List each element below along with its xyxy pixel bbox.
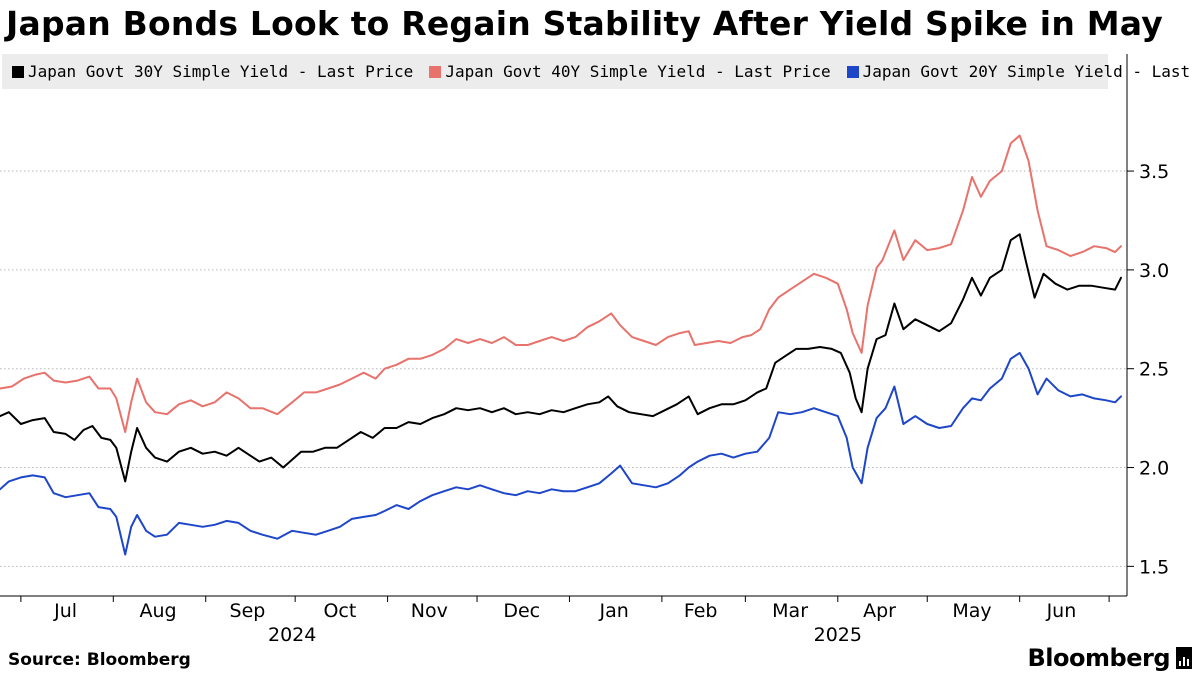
series-line-0 bbox=[0, 233, 1122, 483]
legend-label-20y: Japan Govt 20Y Simple Yield - Last Price bbox=[862, 62, 1200, 81]
source-note: Source: Bloomberg bbox=[8, 650, 191, 670]
x-tick-label: Jan bbox=[599, 600, 629, 622]
x-tick-label: Mar bbox=[772, 600, 808, 622]
x-tick-label: Jul bbox=[53, 600, 77, 622]
axes: 1.5 2.0 2.5 3.0 3.5 Jul Aug Sep Oct Nov Dec Jan Feb M… bbox=[0, 54, 1169, 646]
x-year-label: 2024 bbox=[268, 624, 316, 646]
series-lines bbox=[0, 134, 1122, 556]
y-tick-label: 1.5 bbox=[1139, 556, 1169, 578]
y-tick-label: 2.5 bbox=[1139, 359, 1169, 381]
y-tick-label: 3.5 bbox=[1139, 161, 1169, 183]
x-tick-label: Feb bbox=[684, 600, 718, 622]
x-tick-label: Sep bbox=[230, 600, 266, 622]
legend-swatch-30y bbox=[12, 65, 24, 78]
bloomberg-terminal-icon bbox=[1176, 647, 1192, 669]
x-tick-label: Nov bbox=[411, 600, 448, 622]
legend-label-30y: Japan Govt 30Y Simple Yield - Last Price bbox=[28, 62, 414, 81]
y-tick-label: 3.0 bbox=[1139, 260, 1169, 282]
legend-swatch-20y bbox=[846, 65, 859, 78]
legend-item-20y: Japan Govt 20Y Simple Yield - Last Price bbox=[846, 62, 1200, 81]
legend: Japan Govt 30Y Simple Yield - Last Price… bbox=[2, 54, 1200, 89]
x-tick-label: Oct bbox=[323, 600, 356, 622]
legend-swatch-40y bbox=[429, 65, 442, 78]
x-tick-label: Dec bbox=[503, 600, 540, 622]
x-tick-label: May bbox=[952, 600, 991, 622]
grid-lines bbox=[0, 170, 1127, 567]
legend-item-40y: Japan Govt 40Y Simple Yield - Last Price bbox=[429, 62, 831, 81]
legend-label-40y: Japan Govt 40Y Simple Yield - Last Price bbox=[445, 62, 831, 81]
brand-name: Bloomberg bbox=[1027, 644, 1171, 672]
brand-logo: Bloomberg bbox=[1028, 644, 1192, 672]
legend-item-30y: Japan Govt 30Y Simple Yield - Last Price bbox=[12, 62, 413, 81]
series-line-2 bbox=[0, 351, 1122, 556]
series-line-1 bbox=[0, 134, 1122, 433]
y-tick-label: 2.0 bbox=[1139, 458, 1169, 480]
x-tick-label: Aug bbox=[139, 600, 176, 622]
x-year-label: 2025 bbox=[814, 624, 862, 646]
x-tick-label: Jun bbox=[1046, 600, 1077, 622]
chart-title: Japan Bonds Look to Regain Stability Aft… bbox=[6, 4, 1163, 43]
x-tick-label: Apr bbox=[863, 600, 896, 622]
